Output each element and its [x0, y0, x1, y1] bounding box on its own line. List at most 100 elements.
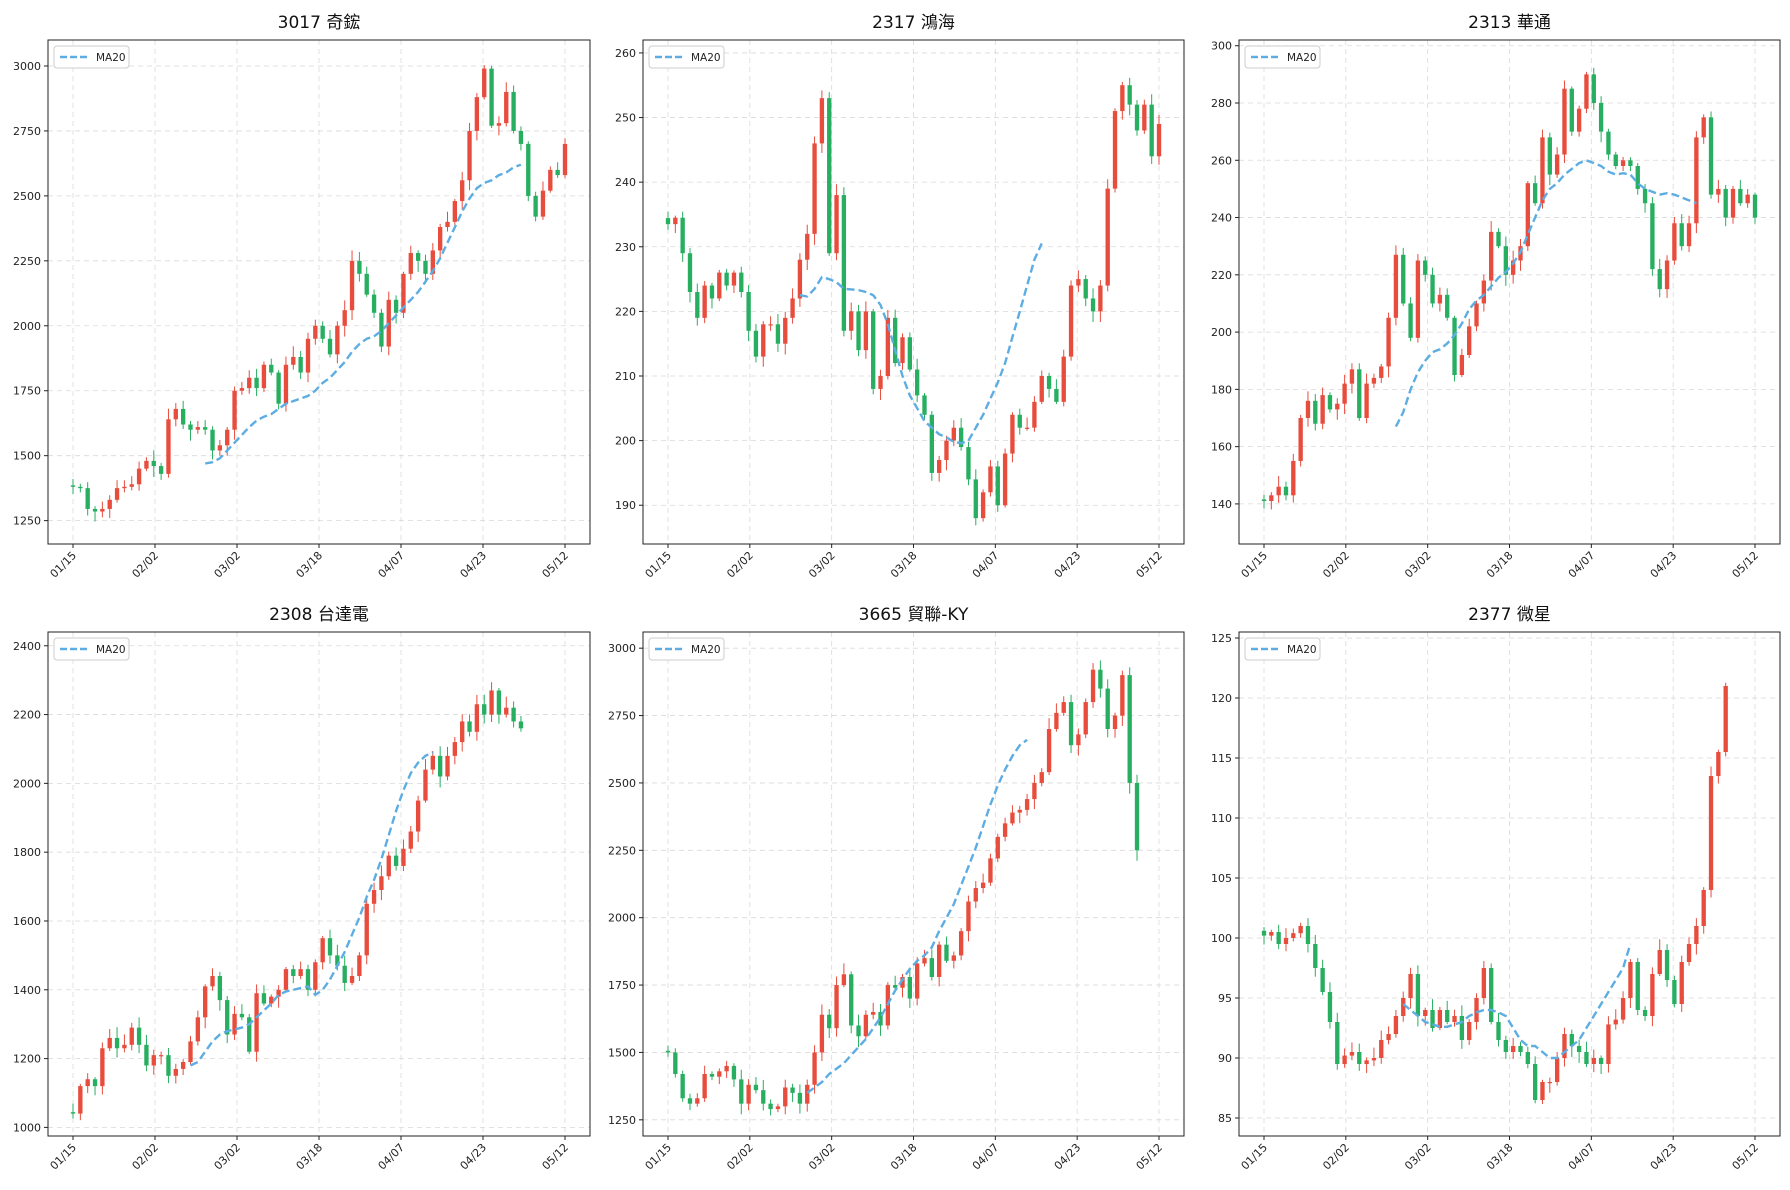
- x-tick-label: 01/15: [643, 1141, 675, 1173]
- candle-body: [1120, 675, 1125, 716]
- candle-body: [1701, 117, 1706, 138]
- x-tick-label: 04/07: [970, 1141, 1002, 1173]
- candle-body: [1083, 702, 1088, 735]
- candle-body: [239, 1013, 245, 1018]
- candle-body: [474, 97, 480, 131]
- candle-body: [408, 831, 413, 849]
- candle-body: [151, 1055, 156, 1066]
- y-tick-label: 1250: [608, 1114, 636, 1127]
- candle-body: [482, 704, 487, 715]
- candle-body: [1613, 1019, 1618, 1025]
- legend-box: [1244, 45, 1321, 69]
- candle-body: [1694, 137, 1699, 224]
- candle-body: [665, 218, 671, 225]
- candle-body: [379, 312, 384, 347]
- candle-body: [1701, 890, 1706, 926]
- candle-body: [753, 1084, 759, 1091]
- candle-body: [1628, 962, 1633, 998]
- candle-body: [1532, 183, 1538, 204]
- candle-body: [1730, 188, 1736, 218]
- candle-body: [797, 1092, 803, 1104]
- candle-body: [878, 1012, 883, 1026]
- candle-body: [1149, 104, 1154, 157]
- y-tick-label: 3000: [13, 60, 41, 73]
- candle-body: [122, 1044, 127, 1049]
- candle-body: [753, 330, 759, 357]
- x-tick-label: 05/12: [1134, 549, 1166, 581]
- candle-body: [1357, 369, 1362, 418]
- candle-body: [518, 130, 524, 144]
- candle-body: [709, 1074, 715, 1077]
- candle-body: [1105, 688, 1110, 730]
- candle-body: [1415, 260, 1421, 338]
- y-tick-label: 1200: [13, 1053, 41, 1066]
- chart-panel: 190 200 210 220 230 240 250 260 01/15 02/02 03/02 0…: [615, 13, 1185, 581]
- candle-body: [1474, 303, 1479, 327]
- legend-box: [648, 45, 725, 69]
- candle-body: [1540, 1082, 1545, 1100]
- y-tick-label: 2750: [608, 710, 636, 723]
- candle-body: [445, 221, 450, 228]
- candle-body: [1010, 414, 1015, 454]
- candle-body: [871, 1012, 876, 1015]
- candle-body: [768, 1103, 773, 1110]
- candle-body: [349, 260, 355, 311]
- candle-body: [1584, 1052, 1589, 1064]
- candle-body: [327, 938, 333, 956]
- candle-body: [1650, 974, 1655, 1016]
- candle-body: [958, 931, 964, 956]
- candle-body: [834, 985, 839, 1029]
- candle-body: [1672, 980, 1677, 1004]
- candle-body: [1554, 1058, 1560, 1082]
- candle-body: [761, 1090, 766, 1104]
- candle-body: [1386, 317, 1391, 367]
- candle-body: [474, 704, 480, 732]
- candle-body: [92, 508, 98, 512]
- candle-body: [70, 1112, 76, 1114]
- candle-body: [460, 721, 465, 743]
- candle-body: [1547, 137, 1552, 175]
- candle-body: [1090, 669, 1096, 703]
- x-tick-label: 04/23: [1052, 1141, 1084, 1173]
- candle-body: [445, 755, 450, 777]
- y-tick-label: 110: [1211, 812, 1232, 825]
- candle-body: [812, 1052, 817, 1085]
- candle-body: [489, 68, 494, 126]
- candle-body: [1452, 1016, 1457, 1022]
- x-tick-label: 03/18: [294, 1141, 326, 1173]
- candle-body: [1445, 1010, 1450, 1022]
- y-tick-label: 200: [615, 435, 636, 448]
- y-tick-label: 1750: [608, 979, 636, 992]
- candle-body: [702, 285, 707, 318]
- candle-body: [1305, 926, 1311, 944]
- candle-body: [1024, 427, 1030, 429]
- candle-body: [936, 944, 942, 977]
- candle-body: [673, 217, 678, 225]
- chart-panel: 1250 1500 1750 2000 2250 2500 2750 3000 01/15 02/…: [13, 13, 591, 581]
- candle-body: [717, 272, 722, 299]
- candle-body: [1379, 1040, 1384, 1058]
- y-tick-label: 1500: [608, 1046, 636, 1059]
- x-tick-label: 03/18: [888, 1141, 920, 1173]
- candle-body: [1635, 962, 1640, 1010]
- candle-body: [1120, 85, 1125, 112]
- candle-body: [966, 447, 971, 480]
- candle-body: [841, 974, 847, 986]
- candle-body: [305, 338, 311, 373]
- candle-body: [496, 690, 502, 715]
- candle-body: [775, 1106, 781, 1110]
- candle-body: [731, 272, 737, 286]
- candle-body: [298, 356, 303, 373]
- y-tick-label: 1000: [13, 1121, 41, 1134]
- candle-body: [1327, 992, 1333, 1022]
- candle-body: [966, 901, 971, 932]
- candle-body: [364, 903, 369, 956]
- candle-body: [702, 1074, 707, 1099]
- candle-body: [1598, 1058, 1604, 1064]
- candle-body: [467, 721, 472, 732]
- y-tick-label: 1500: [13, 450, 41, 463]
- candle-body: [951, 427, 956, 441]
- candle-body: [827, 98, 832, 254]
- candle-body: [144, 460, 149, 469]
- candle-body: [929, 414, 934, 473]
